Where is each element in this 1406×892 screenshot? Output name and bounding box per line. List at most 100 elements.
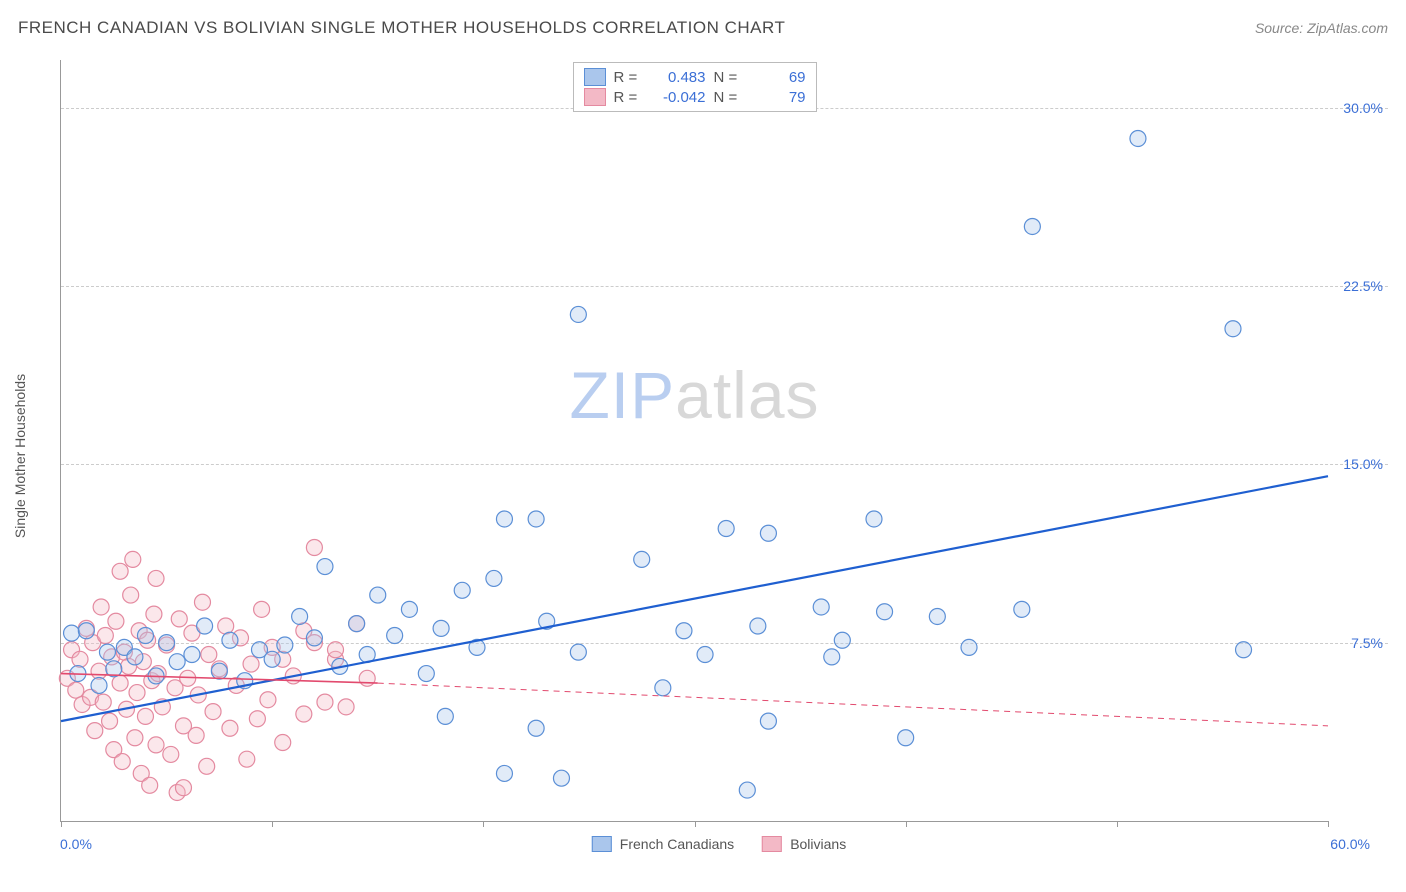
legend-item-0: French Canadians bbox=[592, 836, 734, 852]
scatter-point bbox=[249, 711, 265, 727]
scatter-point bbox=[218, 618, 234, 634]
scatter-point bbox=[184, 647, 200, 663]
scatter-point bbox=[338, 699, 354, 715]
scatter-point bbox=[97, 628, 113, 644]
scatter-point bbox=[401, 601, 417, 617]
scatter-point bbox=[222, 632, 238, 648]
plot-area: ZIPatlas R = 0.483 N = 69 R = -0.042 N =… bbox=[60, 60, 1328, 822]
scatter-point bbox=[317, 694, 333, 710]
scatter-point bbox=[739, 782, 755, 798]
scatter-point bbox=[1014, 601, 1030, 617]
stats-swatch-0 bbox=[584, 68, 606, 86]
scatter-point bbox=[199, 758, 215, 774]
scatter-point bbox=[418, 666, 434, 682]
stats-row-series-1: R = -0.042 N = 79 bbox=[584, 87, 806, 107]
scatter-point bbox=[349, 616, 365, 632]
stats-swatch-1 bbox=[584, 88, 606, 106]
xtick-mark bbox=[1328, 821, 1329, 827]
scatter-point bbox=[123, 587, 139, 603]
scatter-point bbox=[99, 644, 115, 660]
scatter-point bbox=[112, 563, 128, 579]
xtick-mark bbox=[61, 821, 62, 827]
scatter-point bbox=[760, 713, 776, 729]
scatter-point bbox=[148, 570, 164, 586]
scatter-point bbox=[264, 651, 280, 667]
scatter-point bbox=[898, 730, 914, 746]
y-axis-label: Single Mother Households bbox=[12, 374, 28, 538]
scatter-point bbox=[359, 670, 375, 686]
scatter-point bbox=[87, 723, 103, 739]
scatter-point bbox=[108, 613, 124, 629]
stats-r-label-1: R = bbox=[614, 89, 642, 106]
xtick-mark bbox=[695, 821, 696, 827]
scatter-point bbox=[137, 628, 153, 644]
scatter-point bbox=[254, 601, 270, 617]
chart-source: Source: ZipAtlas.com bbox=[1255, 20, 1388, 36]
scatter-point bbox=[125, 551, 141, 567]
scatter-point bbox=[205, 704, 221, 720]
scatter-point bbox=[201, 647, 217, 663]
chart-header: FRENCH CANADIAN VS BOLIVIAN SINGLE MOTHE… bbox=[18, 18, 1388, 38]
scatter-point bbox=[142, 777, 158, 793]
scatter-point bbox=[929, 608, 945, 624]
stats-r-value-1: -0.042 bbox=[650, 89, 706, 106]
scatter-point bbox=[169, 654, 185, 670]
scatter-point bbox=[163, 746, 179, 762]
scatter-point bbox=[194, 594, 210, 610]
scatter-point bbox=[750, 618, 766, 634]
scatter-point bbox=[317, 559, 333, 575]
bottom-legend: French Canadians Bolivians bbox=[592, 836, 846, 852]
scatter-point bbox=[570, 306, 586, 322]
scatter-point bbox=[127, 649, 143, 665]
scatter-point bbox=[834, 632, 850, 648]
trend-line-extrapolated bbox=[378, 683, 1328, 726]
x-axis-label-max: 60.0% bbox=[1330, 836, 1370, 852]
scatter-point bbox=[175, 780, 191, 796]
scatter-point bbox=[387, 628, 403, 644]
scatter-point bbox=[91, 677, 107, 693]
scatter-point bbox=[1225, 321, 1241, 337]
scatter-point bbox=[437, 708, 453, 724]
scatter-point bbox=[328, 642, 344, 658]
ytick-label: 15.0% bbox=[1343, 456, 1383, 472]
scatter-point bbox=[277, 637, 293, 653]
xtick-mark bbox=[272, 821, 273, 827]
scatter-point bbox=[866, 511, 882, 527]
scatter-point bbox=[486, 570, 502, 586]
ytick-label: 7.5% bbox=[1351, 635, 1383, 651]
ytick-label: 30.0% bbox=[1343, 100, 1383, 116]
scatter-point bbox=[146, 606, 162, 622]
scatter-point bbox=[655, 680, 671, 696]
legend-swatch-0 bbox=[592, 836, 612, 852]
scatter-point bbox=[64, 625, 80, 641]
scatter-point bbox=[222, 720, 238, 736]
scatter-point bbox=[697, 647, 713, 663]
scatter-point bbox=[877, 604, 893, 620]
scatter-point bbox=[528, 511, 544, 527]
scatter-point bbox=[813, 599, 829, 615]
scatter-point bbox=[197, 618, 213, 634]
scatter-point bbox=[72, 651, 88, 667]
scatter-point bbox=[171, 611, 187, 627]
scatter-point bbox=[114, 754, 130, 770]
xtick-mark bbox=[906, 821, 907, 827]
scatter-point bbox=[296, 706, 312, 722]
scatter-point bbox=[292, 608, 308, 624]
scatter-point bbox=[433, 620, 449, 636]
scatter-point bbox=[78, 623, 94, 639]
stats-r-label-0: R = bbox=[614, 69, 642, 86]
legend-label-1: Bolivians bbox=[790, 836, 846, 852]
scatter-point bbox=[127, 730, 143, 746]
scatter-point bbox=[718, 520, 734, 536]
scatter-point bbox=[496, 511, 512, 527]
scatter-point bbox=[553, 770, 569, 786]
scatter-svg bbox=[61, 60, 1328, 821]
scatter-point bbox=[528, 720, 544, 736]
scatter-point bbox=[306, 540, 322, 556]
scatter-point bbox=[188, 727, 204, 743]
scatter-point bbox=[95, 694, 111, 710]
scatter-point bbox=[370, 587, 386, 603]
scatter-point bbox=[102, 713, 118, 729]
trend-line bbox=[61, 476, 1328, 721]
scatter-point bbox=[93, 599, 109, 615]
